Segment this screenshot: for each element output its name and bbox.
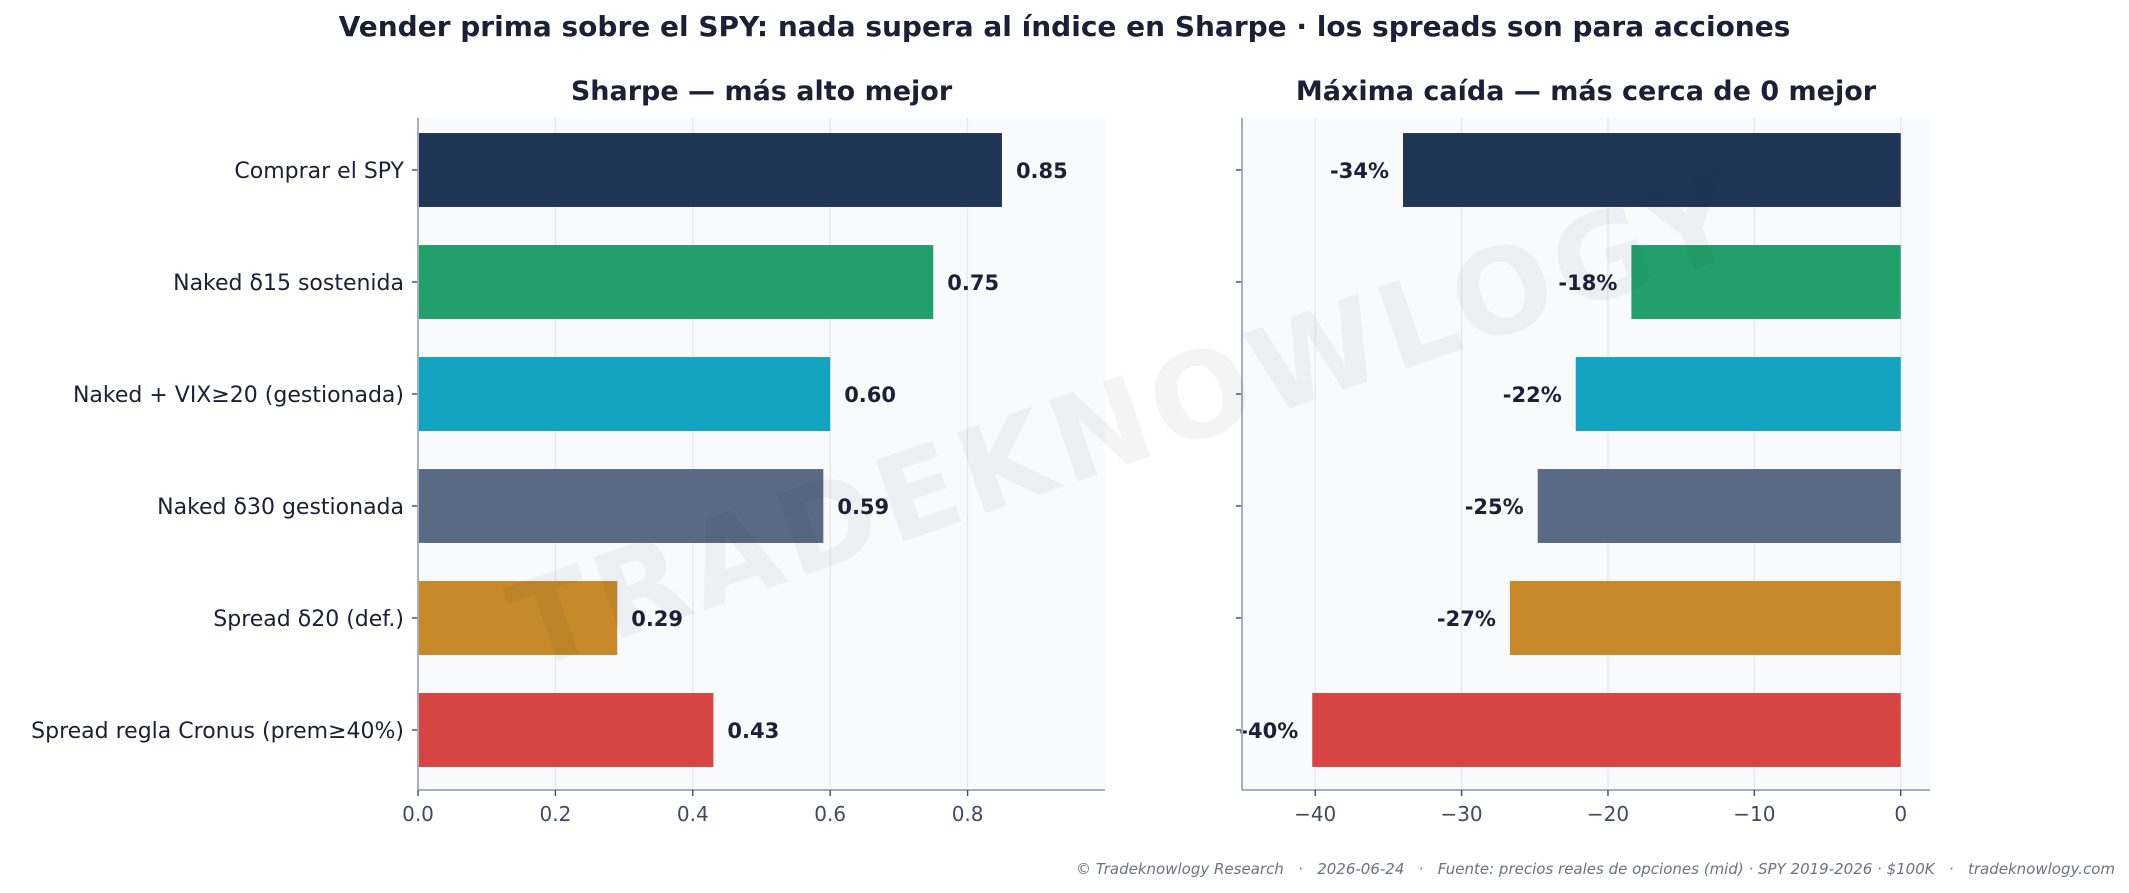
data-label: -27% bbox=[1437, 607, 1496, 631]
x-tick-label: 0.2 bbox=[539, 802, 571, 826]
bar bbox=[1575, 357, 1901, 431]
category-label: Naked δ30 gestionada bbox=[157, 495, 404, 520]
x-tick-label: 0.0 bbox=[402, 802, 434, 826]
panel-title: Máxima caída — más cerca de 0 mejor bbox=[1296, 76, 1877, 107]
bar bbox=[418, 469, 824, 543]
data-label: -34% bbox=[1330, 159, 1389, 183]
x-tick-label: 0.6 bbox=[814, 802, 846, 826]
x-tick-label: −10 bbox=[1733, 802, 1775, 826]
drawdown-panel: Máxima caída — más cerca de 0 mejor -34% -… bbox=[1236, 76, 1930, 826]
x-tick-label: −40 bbox=[1294, 802, 1336, 826]
bar bbox=[418, 133, 1002, 207]
bar bbox=[1537, 469, 1901, 543]
data-label: -22% bbox=[1503, 383, 1562, 407]
x-tick-label: 0.4 bbox=[677, 802, 709, 826]
plot-background bbox=[1242, 118, 1930, 790]
bar bbox=[1509, 581, 1901, 655]
panel-title: Sharpe — más alto mejor bbox=[571, 76, 953, 107]
data-label: 0.29 bbox=[631, 607, 683, 631]
plot-background bbox=[418, 118, 1105, 790]
category-label: Naked δ15 sostenida bbox=[173, 271, 404, 296]
bar bbox=[1312, 693, 1901, 767]
x-tick-label: 0 bbox=[1894, 802, 1907, 826]
bar bbox=[418, 693, 714, 767]
bar bbox=[418, 581, 618, 655]
bar bbox=[1631, 245, 1901, 319]
category-label: Comprar el SPY bbox=[234, 159, 404, 184]
bar bbox=[418, 245, 934, 319]
data-label: 0.60 bbox=[844, 383, 896, 407]
bar bbox=[418, 357, 831, 431]
x-tick-label: −20 bbox=[1587, 802, 1629, 826]
footer-credits: © Tradeknowlogy Research · 2026-06-24 · … bbox=[1075, 860, 2115, 878]
data-label: -40% bbox=[1239, 719, 1298, 743]
bar bbox=[1403, 133, 1901, 207]
figure-title: Vender prima sobre el SPY: nada supera a… bbox=[338, 10, 1791, 43]
x-tick-label: −30 bbox=[1440, 802, 1482, 826]
data-label: 0.59 bbox=[837, 495, 889, 519]
category-label: Spread δ20 (def.) bbox=[213, 607, 404, 632]
category-label: Naked + VIX≥20 (gestionada) bbox=[73, 383, 404, 408]
data-label: -25% bbox=[1465, 495, 1524, 519]
data-label: 0.75 bbox=[947, 271, 999, 295]
sharpe-panel: Sharpe — más alto mejor 0.85 Comprar el SP… bbox=[31, 76, 1105, 826]
data-label: -18% bbox=[1558, 271, 1617, 295]
x-tick-label: 0.8 bbox=[952, 802, 984, 826]
data-label: 0.43 bbox=[727, 719, 779, 743]
data-label: 0.85 bbox=[1016, 159, 1068, 183]
category-label: Spread regla Cronus (prem≥40%) bbox=[31, 719, 404, 744]
